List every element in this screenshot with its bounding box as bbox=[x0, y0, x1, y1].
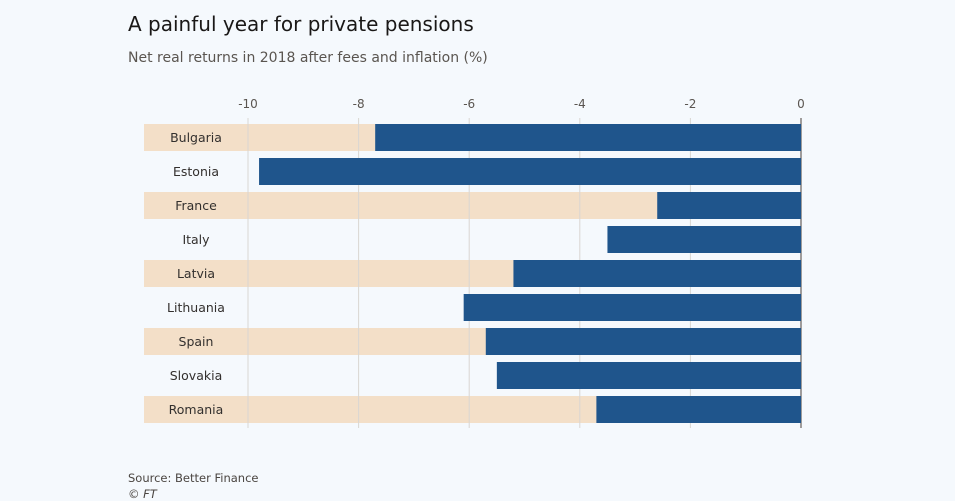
category-label: Lithuania bbox=[167, 300, 225, 315]
source-note: Source: Better Finance bbox=[128, 471, 259, 485]
category-label: Italy bbox=[182, 232, 210, 247]
category-label: Slovakia bbox=[170, 368, 222, 383]
x-tick-label: 0 bbox=[797, 97, 805, 111]
bar bbox=[513, 260, 801, 287]
chart-subtitle: Net real returns in 2018 after fees and … bbox=[128, 50, 488, 66]
x-tick-label: -8 bbox=[353, 97, 365, 111]
bar bbox=[259, 158, 801, 185]
x-tick-label: -4 bbox=[574, 97, 586, 111]
bars bbox=[259, 124, 801, 423]
x-tick-label: -2 bbox=[684, 97, 696, 111]
category-label: Bulgaria bbox=[170, 130, 222, 145]
bar bbox=[496, 362, 801, 389]
x-tick-label: -10 bbox=[238, 97, 258, 111]
bar bbox=[607, 226, 801, 253]
bar bbox=[485, 328, 801, 355]
category-label: Estonia bbox=[173, 164, 219, 179]
x-axis-ticks: -10 -8 -6 -4 -2 0 bbox=[238, 97, 805, 111]
bar-chart: -10 -8 -6 -4 -2 0 Bulgaria Estonia France Italy L… bbox=[144, 97, 805, 428]
bar bbox=[375, 124, 801, 151]
category-label: Romania bbox=[169, 402, 224, 417]
x-tick-label: -6 bbox=[463, 97, 475, 111]
category-label: Latvia bbox=[177, 266, 215, 281]
copyright-note: © FT bbox=[128, 487, 157, 501]
category-label: Spain bbox=[179, 334, 214, 349]
category-labels: Bulgaria Estonia France Italy Latvia Lithuani… bbox=[167, 130, 225, 417]
bar bbox=[596, 396, 801, 423]
bar bbox=[657, 192, 801, 219]
chart-title: A painful year for private pensions bbox=[128, 12, 474, 36]
bar bbox=[463, 294, 801, 321]
category-label: France bbox=[175, 198, 217, 213]
